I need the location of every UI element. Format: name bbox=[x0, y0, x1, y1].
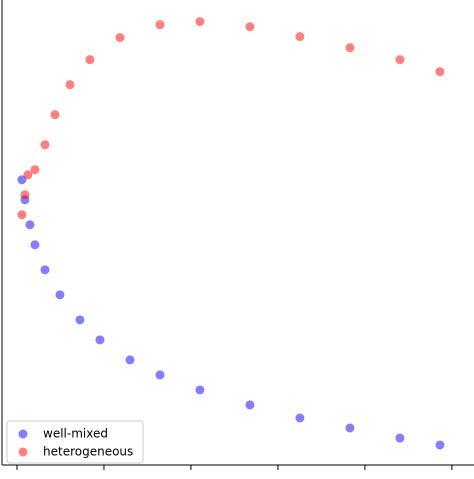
point bbox=[20, 190, 30, 200]
point bbox=[345, 43, 355, 53]
point bbox=[17, 175, 27, 185]
point bbox=[245, 400, 255, 410]
point bbox=[95, 335, 105, 345]
point bbox=[195, 385, 205, 395]
point bbox=[40, 265, 50, 275]
point bbox=[155, 370, 165, 380]
point bbox=[40, 140, 50, 150]
point bbox=[85, 55, 95, 65]
point bbox=[75, 315, 85, 325]
point bbox=[295, 413, 305, 423]
point bbox=[23, 170, 33, 180]
point bbox=[115, 33, 125, 43]
point bbox=[30, 240, 40, 250]
point bbox=[195, 17, 205, 27]
legend-marker bbox=[18, 429, 28, 439]
legend-label: heterogeneous bbox=[43, 445, 133, 459]
point bbox=[17, 210, 27, 220]
point bbox=[395, 433, 405, 443]
point bbox=[65, 80, 75, 90]
legend-label: well-mixed bbox=[43, 427, 108, 441]
point bbox=[295, 32, 305, 42]
legend-box bbox=[6, 420, 144, 464]
point bbox=[245, 22, 255, 32]
point bbox=[435, 440, 445, 450]
point bbox=[50, 110, 60, 120]
point bbox=[55, 290, 65, 300]
point bbox=[30, 165, 40, 175]
point bbox=[155, 20, 165, 30]
point bbox=[345, 423, 355, 433]
legend-marker bbox=[18, 447, 28, 457]
point bbox=[25, 220, 35, 230]
point bbox=[435, 67, 445, 77]
point bbox=[395, 55, 405, 65]
point bbox=[125, 355, 135, 365]
